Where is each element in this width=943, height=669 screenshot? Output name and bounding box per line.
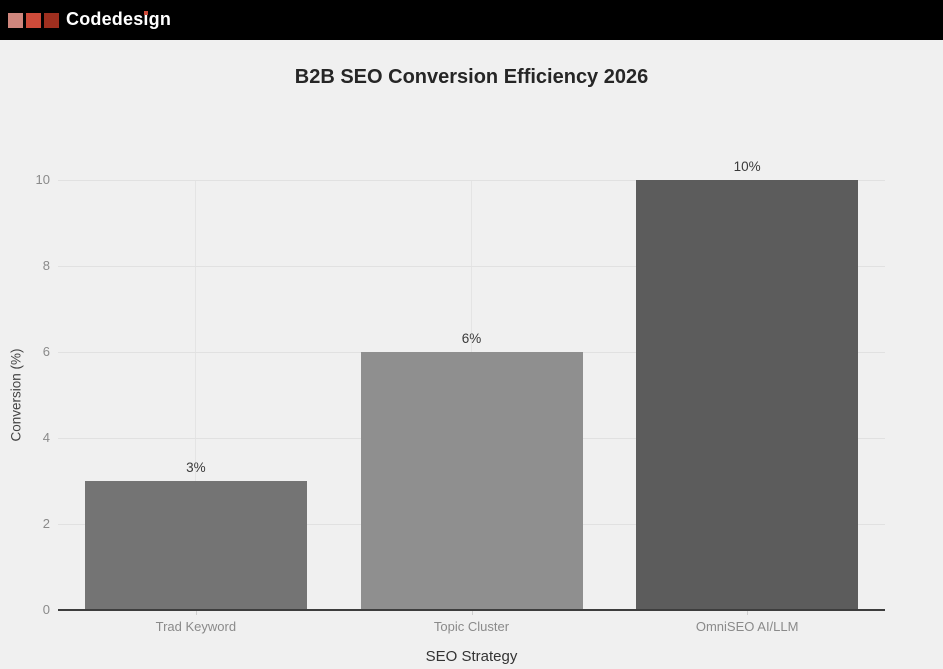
logo-square-icon (26, 12, 41, 28)
logo-square-icon (44, 12, 59, 28)
bar-omniseo-ai-llm (636, 180, 859, 610)
x-tick-label: Trad Keyword (155, 619, 237, 634)
vertical-gridline (195, 180, 197, 610)
y-axis-label: Conversion (%) (8, 348, 24, 442)
x-axis-label: SEO Strategy (425, 648, 518, 665)
x-tick-mark (195, 611, 197, 615)
horizontal-gridline (58, 265, 885, 267)
chart-title: B2B SEO Conversion Efficiency 2026 (294, 66, 649, 88)
y-tick-label: 0 (42, 602, 50, 617)
x-tick-label: OmniSEO AI/LLM (695, 619, 799, 634)
y-tick-label: 2 (42, 516, 50, 531)
bar-value-label: 10% (733, 159, 761, 174)
x-axis-line (58, 609, 885, 611)
x-tick-label: Topic Cluster (433, 619, 510, 634)
logo-squares-icon (8, 12, 62, 28)
bar-trad-keyword (84, 481, 307, 610)
bar-value-label: 6% (461, 331, 482, 346)
y-tick-label: 8 (42, 258, 50, 273)
codedesign-logo: Codedesı gn (8, 8, 172, 31)
logo-square-icon (8, 12, 23, 28)
bar-value-label: 3% (186, 460, 206, 475)
horizontal-gridline (58, 179, 885, 181)
y-tick-label: 10 (35, 172, 50, 187)
x-tick-mark (471, 611, 473, 615)
brand-name: Codedesı gn (66, 8, 172, 29)
header-bar: Codedesı gn (0, 0, 943, 40)
y-tick-label: 4 (42, 430, 50, 445)
plot-area (58, 179, 885, 611)
brand-i-dot (144, 11, 148, 15)
bar-topic-cluster (360, 352, 583, 610)
y-tick-label: 6 (42, 344, 50, 359)
x-tick-mark (747, 611, 749, 615)
